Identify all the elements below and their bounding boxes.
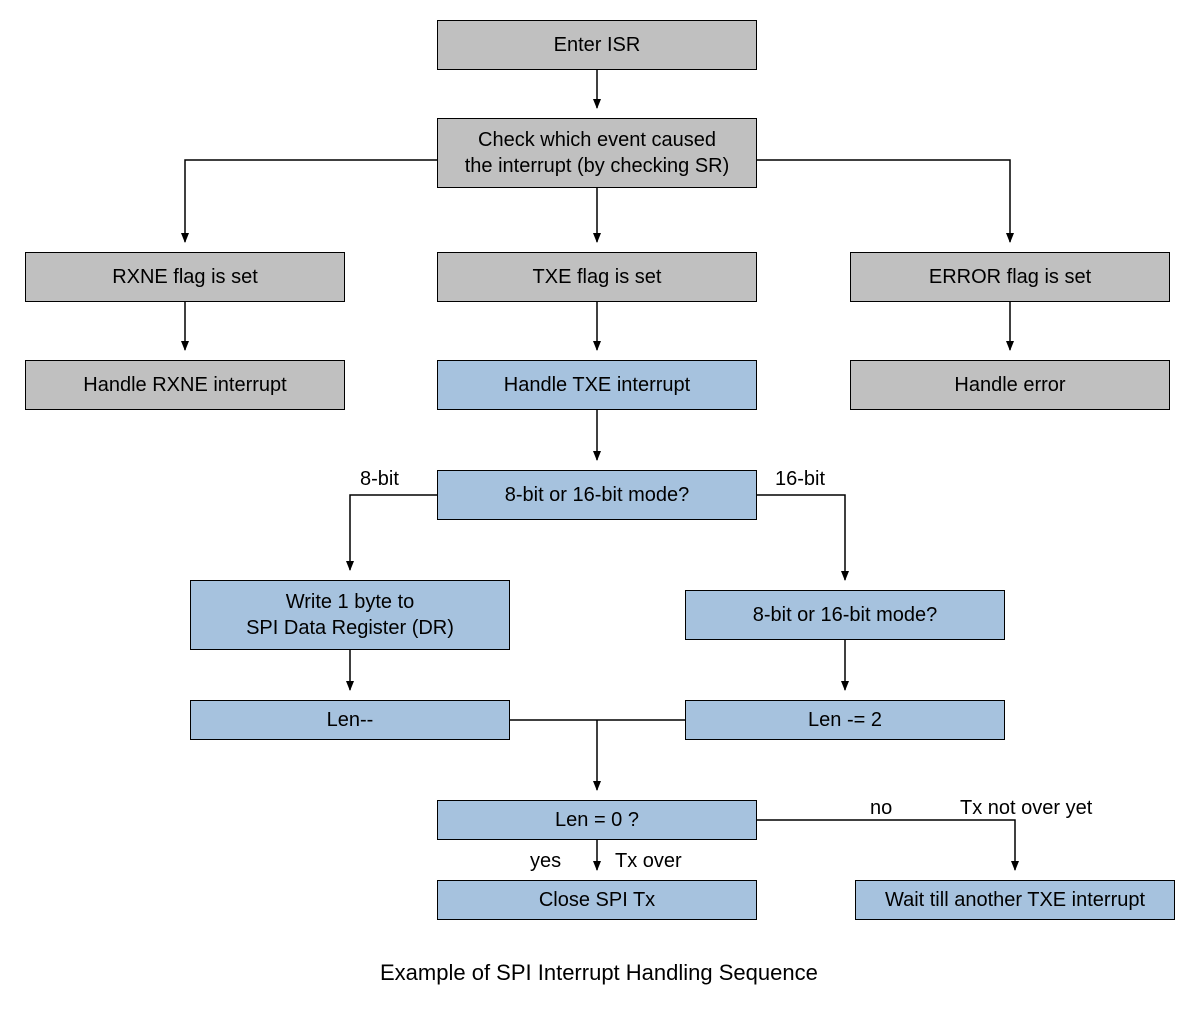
node-txe_flag: TXE flag is set: [437, 252, 757, 302]
node-len_dec2: Len -= 2: [685, 700, 1005, 740]
node-len_dec1: Len--: [190, 700, 510, 740]
node-rxne_flag: RXNE flag is set: [25, 252, 345, 302]
edge-label-tx_over-text: Tx over: [615, 850, 682, 872]
flowchart-canvas: Enter ISR Check which event causedthe int…: [0, 0, 1195, 1031]
edge-label-not_over: Tx not over yet: [960, 797, 1092, 820]
node-len_zero-label: Len = 0 ?: [555, 807, 639, 833]
node-check_event-label: Check which event causedthe interrupt (b…: [465, 127, 730, 179]
node-handle_txe-label: Handle TXE interrupt: [504, 372, 690, 398]
edge-label-yes: yes: [530, 850, 561, 873]
edge-2: [185, 160, 437, 242]
node-mode_q2: 8-bit or 16-bit mode?: [685, 590, 1005, 640]
edge-label-bit8-text: 8-bit: [360, 468, 399, 490]
caption: Example of SPI Interrupt Handling Sequen…: [380, 960, 818, 986]
edge-9: [757, 495, 845, 580]
node-handle_error: Handle error: [850, 360, 1170, 410]
node-enter_isr-label: Enter ISR: [554, 32, 641, 58]
edge-14: [757, 820, 1015, 870]
edge-label-yes-text: yes: [530, 850, 561, 872]
edge-label-bit16-text: 16-bit: [775, 468, 825, 490]
node-close_tx-label: Close SPI Tx: [539, 887, 655, 913]
caption-text: Example of SPI Interrupt Handling Sequen…: [380, 960, 818, 985]
edge-label-no-text: no: [870, 797, 892, 819]
edge-8: [350, 495, 437, 570]
node-check_event: Check which event causedthe interrupt (b…: [437, 118, 757, 188]
edge-label-not_over-text: Tx not over yet: [960, 797, 1092, 819]
node-mode_q2-label: 8-bit or 16-bit mode?: [753, 602, 938, 628]
edge-label-bit16: 16-bit: [775, 468, 825, 491]
node-len_dec1-label: Len--: [327, 707, 374, 733]
edge-label-bit8: 8-bit: [360, 468, 399, 491]
node-mode_q: 8-bit or 16-bit mode?: [437, 470, 757, 520]
node-wait_txe-label: Wait till another TXE interrupt: [885, 887, 1145, 913]
node-enter_isr: Enter ISR: [437, 20, 757, 70]
edge-label-no: no: [870, 797, 892, 820]
node-handle_rxne-label: Handle RXNE interrupt: [83, 372, 286, 398]
node-txe_flag-label: TXE flag is set: [533, 264, 662, 290]
node-mode_q-label: 8-bit or 16-bit mode?: [505, 482, 690, 508]
node-handle_rxne: Handle RXNE interrupt: [25, 360, 345, 410]
edge-3: [757, 160, 1010, 242]
node-write_byte: Write 1 byte toSPI Data Register (DR): [190, 580, 510, 650]
node-handle_txe: Handle TXE interrupt: [437, 360, 757, 410]
node-error_flag-label: ERROR flag is set: [929, 264, 1091, 290]
node-len_dec2-label: Len -= 2: [808, 707, 882, 733]
node-rxne_flag-label: RXNE flag is set: [112, 264, 258, 290]
node-len_zero: Len = 0 ?: [437, 800, 757, 840]
node-close_tx: Close SPI Tx: [437, 880, 757, 920]
node-error_flag: ERROR flag is set: [850, 252, 1170, 302]
node-handle_error-label: Handle error: [954, 372, 1065, 398]
node-write_byte-label: Write 1 byte toSPI Data Register (DR): [246, 589, 454, 641]
edge-label-tx_over: Tx over: [615, 850, 682, 873]
node-wait_txe: Wait till another TXE interrupt: [855, 880, 1175, 920]
